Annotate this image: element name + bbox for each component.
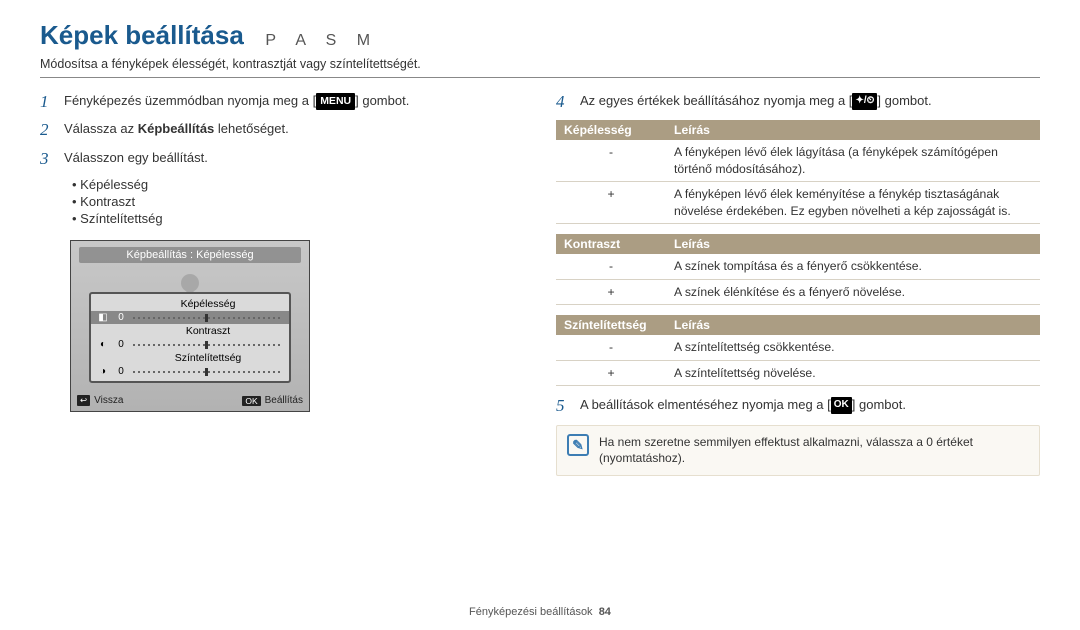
step-number: 4 (556, 92, 570, 112)
step-2: 2 Válassza az Képbeállítás lehetőséget. (40, 120, 524, 140)
lcd-header: Képbeállítás : Képélesség (79, 247, 301, 263)
step-text: Az egyes értékek beállításához nyomja me… (580, 93, 852, 108)
page-title: Képek beállítása (40, 20, 244, 51)
table-header: Leírás (666, 120, 1040, 140)
table-header: Színtelítettség (556, 315, 666, 335)
step-number: 1 (40, 92, 54, 112)
table-row: + A színek élénkítése és a fényerő növel… (556, 279, 1040, 304)
lcd-row: ◧ 0 (91, 311, 289, 324)
table-row: + A színtelítettség növelése. (556, 360, 1040, 385)
left-column: 1 Fényképezés üzemmódban nyomja meg a [M… (40, 92, 524, 476)
slider-value: 0 (115, 339, 127, 350)
slider-bar (133, 341, 283, 349)
lcd-row-label: Képélesség (91, 297, 289, 311)
camera-lcd-preview: Képbeállítás : Képélesség Képélesség (70, 240, 310, 412)
menu-icon: MENU (316, 93, 355, 110)
lcd-set-hint: OK Beállítás (242, 395, 303, 406)
lcd-row-label: Kontraszt (91, 324, 289, 338)
slider-value: 0 (115, 312, 127, 323)
back-key-icon: ↩ (77, 395, 90, 406)
table-header: Leírás (666, 234, 1040, 254)
saturation-icon: ◑ (97, 366, 109, 377)
table-row: - A színtelítettség csökkentése. (556, 335, 1040, 360)
contrast-table: Kontraszt Leírás - A színek tompítása és… (556, 234, 1040, 305)
lcd-row: ◐ 0 (91, 338, 289, 351)
lcd-row-label: Színtelítettség (91, 351, 289, 365)
saturation-table: Színtelítettség Leírás - A színtelítetts… (556, 315, 1040, 386)
slider-bar (133, 368, 283, 376)
step-text: A beállítások elmentéséhez nyomja meg a … (580, 397, 831, 412)
lcd-row: ◑ 0 (91, 365, 289, 378)
ok-key-icon: OK (242, 396, 260, 406)
table-header: Leírás (666, 315, 1040, 335)
table-header: Kontraszt (556, 234, 666, 254)
slider-bar (133, 314, 283, 322)
page-footer: Fényképezési beállítások 84 (0, 606, 1080, 618)
step-text: Válasszon egy beállítást. (64, 149, 208, 169)
slider-value: 0 (115, 366, 127, 377)
list-item: Színtelítettség (72, 211, 524, 226)
step-4: 4 Az egyes értékek beállításához nyomja … (556, 92, 1040, 112)
divider (40, 77, 1040, 78)
note-text: Ha nem szeretne semmilyen effektust alka… (599, 434, 1029, 468)
step-text: ] gombot. (877, 93, 931, 108)
note-icon: ✎ (567, 434, 589, 456)
step-text: ] gombot. (852, 397, 906, 412)
table-row: + A fényképen lévő élek keményítése a fé… (556, 182, 1040, 224)
table-row: - A színek tompítása és a fényerő csökke… (556, 254, 1040, 279)
sharpness-table: Képélesség Leírás - A fényképen lévő éle… (556, 120, 1040, 224)
step-text: Válassza az (64, 121, 138, 136)
note-box: ✎ Ha nem szeretne semmilyen effektust al… (556, 425, 1040, 477)
step-5: 5 A beállítások elmentéséhez nyomja meg … (556, 396, 1040, 416)
list-item: Képélesség (72, 177, 524, 192)
setting-bullets: Képélesség Kontraszt Színtelítettség (72, 177, 524, 226)
step-number: 3 (40, 149, 54, 169)
lcd-slider-panel: Képélesség ◧ 0 Kontraszt ◐ 0 (89, 292, 291, 383)
sharpness-icon: ◧ (97, 312, 109, 323)
step-text: Fényképezés üzemmódban nyomja meg a [ (64, 93, 316, 108)
table-row: - A fényképen lévő élek lágyítása (a fén… (556, 140, 1040, 181)
table-header: Képélesség (556, 120, 666, 140)
step-text: lehetőséget. (214, 121, 288, 136)
step-bold: Képbeállítás (138, 121, 215, 136)
page-subtitle: Módosítsa a fényképek élességét, kontras… (40, 57, 1040, 71)
contrast-icon: ◐ (97, 339, 109, 350)
mode-indicators: P A S M (265, 32, 378, 50)
flash-timer-icon: ✦/⏲ (852, 93, 877, 110)
step-number: 5 (556, 396, 570, 416)
right-column: 4 Az egyes értékek beállításához nyomja … (556, 92, 1040, 476)
step-1: 1 Fényképezés üzemmódban nyomja meg a [M… (40, 92, 524, 112)
list-item: Kontraszt (72, 194, 524, 209)
step-number: 2 (40, 120, 54, 140)
step-text: ] gombot. (355, 93, 409, 108)
ok-icon: OK (831, 397, 852, 414)
step-3: 3 Válasszon egy beállítást. (40, 149, 524, 169)
lcd-back-hint: ↩ Vissza (77, 395, 123, 406)
